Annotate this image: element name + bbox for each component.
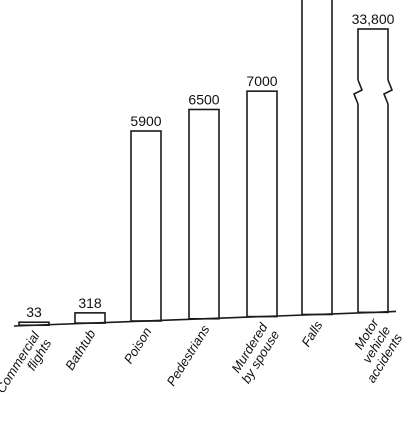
value-label-bathtub: 318	[78, 295, 102, 311]
value-labels-layer: 3331859006500700012,40033,800	[26, 11, 395, 320]
value-label-pedestrians: 6500	[188, 91, 219, 107]
value-label-commercial-flights: 33	[26, 304, 42, 320]
bars-layer	[18, 0, 394, 327]
category-label-motor-vehicle-accidents: Motorvehicleaccidents	[340, 315, 406, 385]
bar-bathtub	[74, 312, 106, 324]
category-label-pedestrians: Pedestrians	[163, 322, 212, 389]
bar-pedestrians	[188, 108, 220, 320]
x-axis-baseline	[13, 310, 397, 327]
category-label-falls: Falls	[298, 318, 326, 350]
value-label-poison: 5900	[130, 113, 161, 129]
value-label-motor-vehicle-accidents: 33,800	[352, 11, 395, 27]
bar-poison	[130, 130, 162, 322]
category-label-commercial-flights: Commercialflights	[0, 328, 55, 403]
category-label-bathtub: Bathtub	[62, 327, 98, 373]
category-label-poison: Poison	[121, 325, 155, 367]
axis-break-gap	[356, 80, 390, 104]
axis-break-zigzag-left	[352, 79, 364, 105]
axis-break-zigzag-right	[382, 79, 394, 105]
baseline-layer	[13, 310, 397, 327]
bar-motor-vehicle-accidents	[357, 28, 389, 314]
bar-murdered-by-spouse	[246, 90, 278, 318]
bar-falls	[301, 0, 333, 316]
value-label-murdered-by-spouse: 7000	[246, 73, 277, 89]
category-label-murdered-by-spouse: Murderedby spouse	[226, 320, 282, 386]
category-labels-layer: Commercialflights Bathtub Poison Pedestrian…	[0, 315, 406, 403]
